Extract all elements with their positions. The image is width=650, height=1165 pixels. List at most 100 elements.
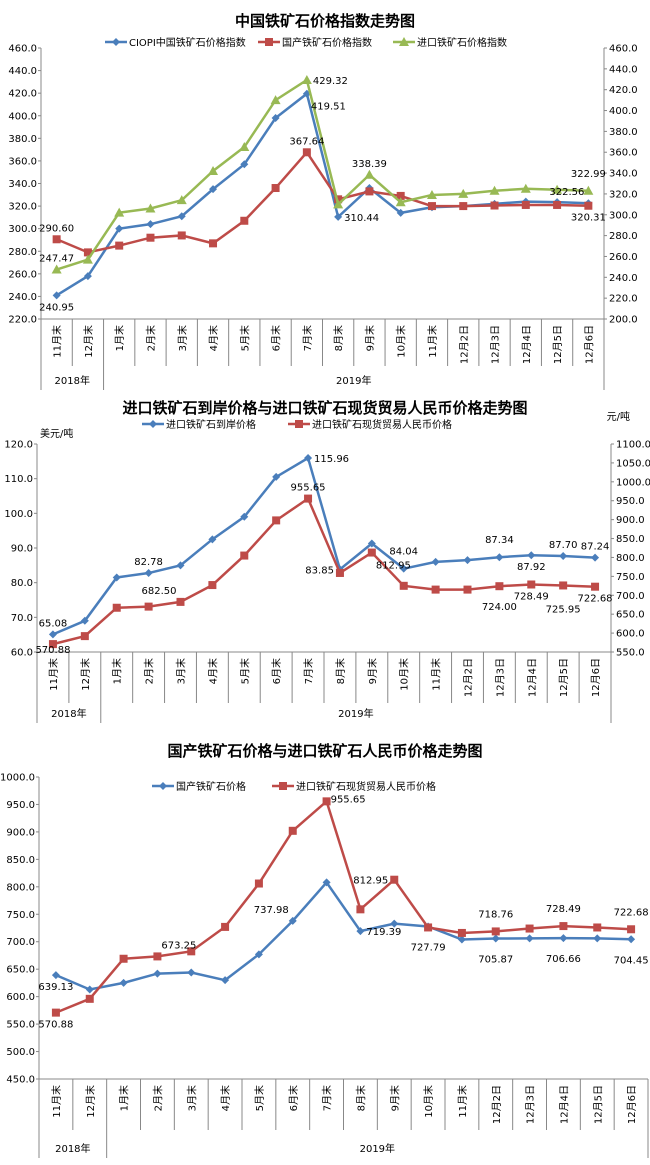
right-axis-unit: 元/吨: [607, 410, 630, 423]
category-label: 4月末: [207, 325, 220, 351]
data-label: 429.32: [313, 76, 348, 87]
data-label: 727.79: [411, 942, 446, 953]
year-label: 2018年: [55, 374, 90, 387]
data-point: [304, 454, 313, 463]
data-point: [270, 95, 281, 105]
data-point: [559, 922, 568, 931]
left-axis-tick-label: 360.0: [8, 156, 37, 167]
left-axis-tick-label: 380.0: [8, 134, 37, 145]
data-point: [272, 516, 281, 525]
series-1: [52, 89, 593, 300]
data-point: [559, 934, 568, 943]
data-point: [489, 185, 500, 195]
data-point: [221, 976, 230, 985]
series-2: [52, 148, 593, 257]
data-label: 338.39: [352, 159, 387, 170]
data-point: [591, 553, 600, 562]
data-label: 115.96: [314, 454, 349, 465]
data-point: [490, 201, 499, 210]
data-label: 728.49: [546, 904, 581, 915]
category-label: 6月末: [270, 325, 283, 351]
right-axis-tick-label: 650.0: [616, 610, 645, 621]
left-axis-tick-label: 110.0: [4, 474, 33, 485]
data-point: [177, 231, 186, 240]
chart-3: 国产铁矿石价格与进口铁矿石人民币价格走势图 450.0 500.0 550.0 600.…: [0, 742, 649, 1158]
legend-label: CIOPI中国铁矿石价格指数: [129, 36, 246, 49]
data-label: 87.24: [581, 542, 610, 553]
data-point: [221, 922, 230, 931]
data-point: [627, 935, 636, 944]
right-axis-tick-label: 1100.0: [616, 440, 650, 451]
category-label: 12月2日: [463, 658, 475, 697]
category-label: 8月末: [334, 658, 347, 684]
data-point: [527, 580, 536, 589]
data-label: 812.95: [353, 876, 388, 887]
category-label: 3月末: [185, 1085, 198, 1111]
data-point: [83, 272, 92, 281]
category-label: 8月末: [332, 325, 345, 351]
left-axis-tick-label: 80.0: [11, 578, 33, 589]
data-label: 87.70: [549, 540, 578, 551]
data-point: [144, 602, 153, 611]
data-point: [240, 216, 249, 225]
right-axis-tick-label: 240.0: [609, 273, 638, 284]
left-axis-tick-label: 240.0: [8, 292, 37, 303]
data-label: 639.13: [38, 982, 73, 993]
data-point: [627, 925, 636, 934]
series-1: [51, 878, 636, 994]
data-point: [463, 585, 472, 594]
data-point: [593, 923, 602, 932]
category-label: 3月末: [176, 325, 189, 351]
left-axis-tick-label: 1000.0: [0, 773, 35, 784]
category-label: 2月末: [144, 325, 157, 351]
left-axis-tick-label: 220.0: [8, 315, 37, 326]
data-label: 570.88: [38, 1020, 73, 1031]
data-point: [491, 934, 500, 943]
data-label: 673.25: [161, 940, 196, 951]
series-line: [56, 150, 589, 254]
category-label: 9月末: [388, 1085, 401, 1111]
data-point: [495, 553, 504, 562]
data-point: [426, 189, 437, 199]
data-label: 83.85: [305, 565, 334, 576]
data-point: [364, 169, 375, 179]
chart-title: 中国铁矿石价格指数走势图: [235, 12, 415, 30]
category-label: 7月末: [321, 1085, 334, 1111]
data-point: [52, 291, 61, 300]
data-point: [584, 201, 593, 210]
data-label: 419.51: [311, 102, 346, 113]
right-axis-tick-label: 420.0: [609, 85, 638, 96]
left-axis-tick-label: 70.0: [11, 613, 33, 624]
data-point: [553, 200, 562, 209]
category-label: 11月末: [51, 325, 64, 358]
left-axis-tick-label: 850.0: [6, 855, 35, 866]
data-label: 82.78: [134, 557, 163, 568]
right-axis-tick-label: 800.0: [616, 553, 645, 564]
left-axis-tick-label: 60.0: [11, 648, 33, 659]
data-point: [457, 935, 466, 944]
legend-label: 进口铁矿石现货贸易人民币价格: [296, 780, 436, 793]
data-point: [271, 184, 280, 193]
data-point: [457, 928, 466, 937]
left-axis-tick-label: 440.0: [8, 66, 37, 77]
data-point: [301, 74, 312, 84]
category-label: 12月5日: [558, 658, 570, 697]
category-label: 7月末: [302, 658, 315, 684]
legend-label: 进口铁矿石价格指数: [417, 36, 507, 49]
data-label: 367.64: [289, 136, 324, 147]
left-axis-tick-label: 550.0: [6, 1020, 35, 1031]
data-point: [85, 985, 94, 994]
data-point: [208, 581, 217, 590]
chart-title: 国产铁矿石价格与进口铁矿石人民币价格走势图: [167, 742, 482, 760]
data-point: [240, 551, 249, 560]
right-axis-tick-label: 600.0: [616, 629, 645, 640]
chart-2: 进口铁矿石到岸价格与进口铁矿石现货贸易人民币价格走势图 60.0 70.0 80.0 9…: [4, 399, 650, 723]
right-axis-tick-label: 700.0: [616, 591, 645, 602]
data-point: [399, 564, 408, 573]
category-label: 8月末: [354, 1085, 367, 1111]
category-label: 11月末: [430, 658, 443, 691]
category-label: 4月末: [219, 1085, 232, 1111]
data-label: 955.65: [291, 483, 326, 494]
category-label: 11月末: [456, 1085, 469, 1118]
right-axis-tick-label: 850.0: [616, 534, 645, 545]
